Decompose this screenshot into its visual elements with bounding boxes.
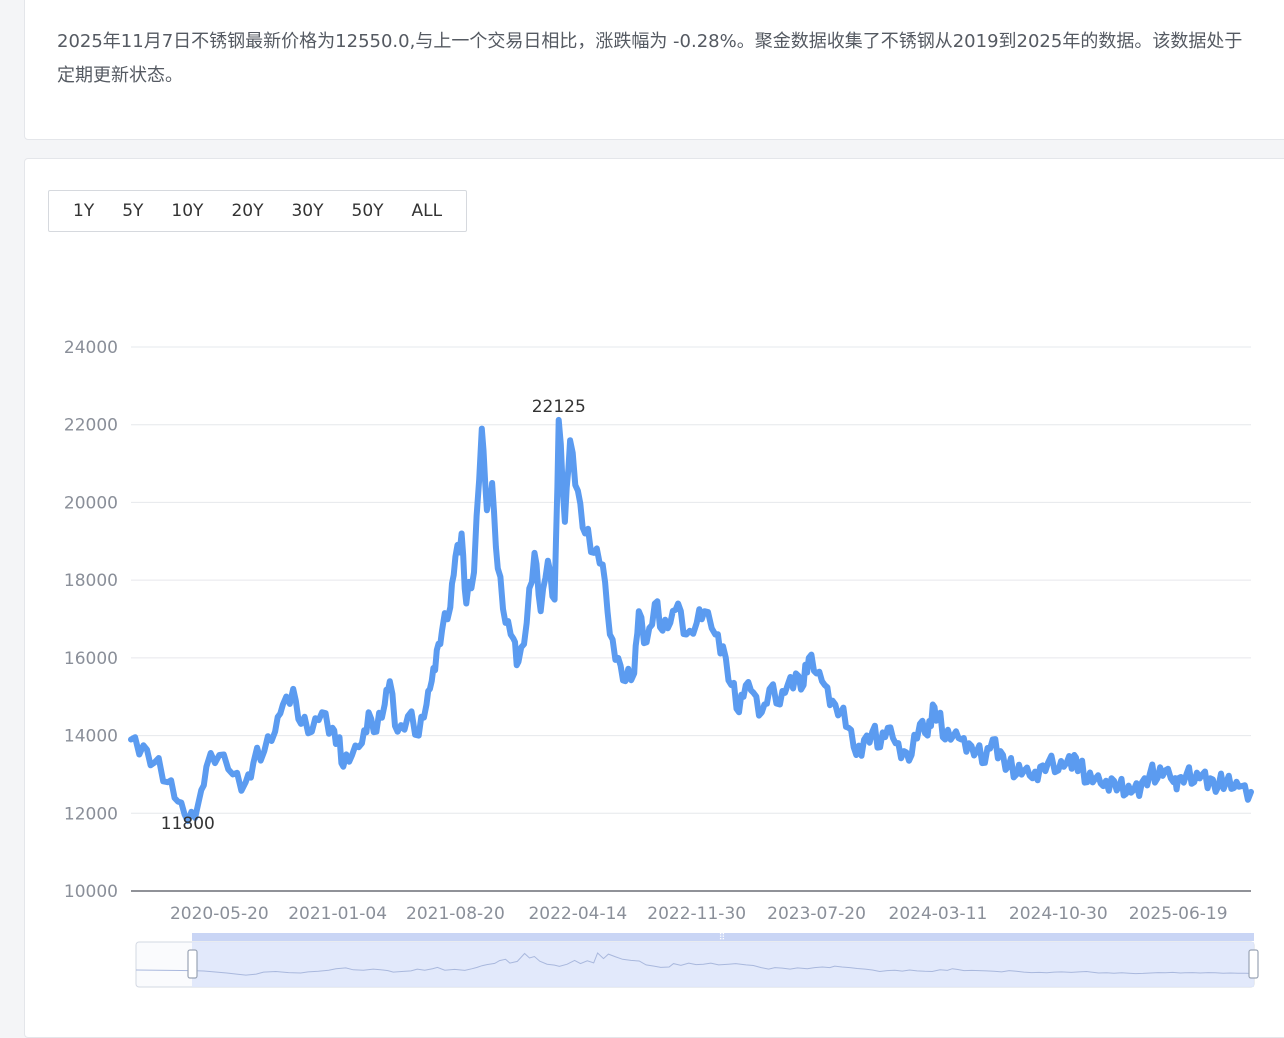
slider-handle-right[interactable] [1248, 949, 1259, 979]
annotation-22125: 22125 [532, 397, 586, 417]
zoom-slider[interactable]: ⠿ [135, 932, 1259, 988]
y-tick-label-24000: 24000 [64, 338, 118, 358]
time-range-selector: 1Y 5Y 10Y 20Y 30Y 50Y ALL [48, 190, 468, 232]
range-button-5y[interactable]: 5Y [122, 201, 144, 221]
y-tick-label-20000: 20000 [64, 493, 118, 513]
range-button-30y[interactable]: 30Y [291, 201, 324, 221]
y-tick-label-16000: 16000 [64, 649, 118, 669]
price-series-line [128, 416, 1254, 825]
annotation-11800: 11800 [161, 814, 215, 834]
x-tick-label-2025-06-19: 2025-06-19 [1129, 904, 1228, 924]
slider-preview-line [135, 952, 1255, 976]
x-axis-labels: 2020-05-20 2021-01-04 2021-08-20 2022-04-14… [170, 904, 1228, 924]
range-button-10y[interactable]: 10Y [171, 201, 204, 221]
x-tick-label-2021-08-20: 2021-08-20 [406, 904, 505, 924]
range-button-50y[interactable]: 50Y [351, 201, 384, 221]
slider-grip-icon: ⠿ [719, 932, 726, 943]
extreme-value-labels: 11800 22125 [161, 397, 586, 834]
summary-text: 2025年11月7日不锈钢最新价格为12550.0,与上一个交易日相比，涨跌幅为… [57, 31, 1243, 86]
y-tick-label-22000: 22000 [64, 416, 118, 436]
slider-drag-bar[interactable] [192, 933, 1254, 941]
range-button-1y[interactable]: 1Y [73, 201, 95, 221]
range-button-20y[interactable]: 20Y [231, 201, 264, 221]
y-tick-label-18000: 18000 [64, 571, 118, 591]
x-tick-label-2024-10-30: 2024-10-30 [1009, 904, 1108, 924]
grid-lines [131, 346, 1251, 814]
x-tick-label-2023-07-20: 2023-07-20 [767, 904, 866, 924]
y-tick-label-14000: 14000 [64, 727, 118, 747]
x-tick-label-2020-05-20: 2020-05-20 [170, 904, 269, 924]
x-tick-label-2024-03-11: 2024-03-11 [889, 904, 988, 924]
x-tick-label-2021-01-04: 2021-01-04 [288, 904, 387, 924]
slider-handle-left[interactable] [187, 949, 198, 979]
x-tick-label-2022-04-14: 2022-04-14 [528, 904, 627, 924]
y-tick-label-12000: 12000 [64, 804, 118, 824]
x-tick-label-2022-11-30: 2022-11-30 [647, 904, 746, 924]
y-axis-labels: 24000 22000 20000 18000 16000 14000 12000 10000 [64, 338, 118, 902]
range-button-all[interactable]: ALL [411, 201, 443, 221]
y-tick-label-10000: 10000 [64, 882, 118, 902]
summary-card: 2025年11月7日不锈钢最新价格为12550.0,与上一个交易日相比，涨跌幅为… [24, 0, 1284, 140]
